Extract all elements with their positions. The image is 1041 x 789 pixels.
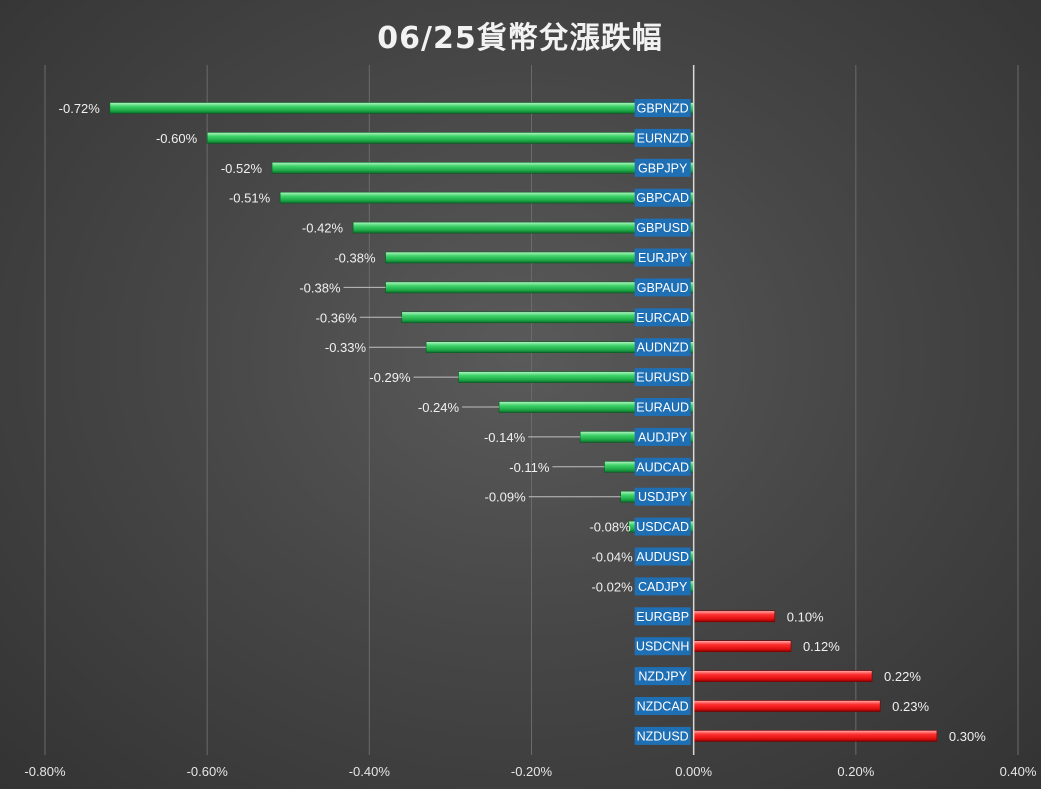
data-label: -0.51% [229,191,271,206]
data-label: -0.24% [418,400,460,415]
category-label: AUDCAD [636,460,689,474]
x-tick-label: -0.60% [187,764,229,779]
bar-eurnzd [206,132,694,144]
category-label-box [634,398,691,416]
category-label: EURAUD [636,401,689,415]
category-label-box [634,99,691,117]
x-axis: -0.80% -0.60% -0.40% -0.20% 0.00% 0.20% 0.40% [24,65,1037,779]
category-label: EURUSD [636,371,689,385]
bar-nzdcad [693,700,881,712]
labels: -0.72% -0.60% -0.52% -0.51% -0.42% -0.38% -0.3… [59,99,986,745]
category-label: GBPAUD [637,281,689,295]
bar-eurgbp [693,610,776,623]
category-label-box [634,427,691,446]
category-label-box [634,308,691,327]
x-tick-label: -0.40% [349,764,391,779]
category-label-box [634,607,691,626]
category-label: EURJPY [638,251,688,265]
bar-gbpnzd [109,102,694,114]
data-label: -0.08% [589,520,631,535]
category-label: GBPUSD [636,221,689,235]
chart-title: 06/25貨幣兌漲跌幅 [377,21,662,56]
data-label: -0.29% [369,370,411,385]
category-label-box [634,457,691,476]
category-label-box [634,128,691,147]
data-label: -0.09% [484,490,526,505]
data-label: -0.11% [509,460,550,475]
category-label-box [634,368,691,387]
gridlines [44,65,1019,755]
data-label: -0.38% [299,280,341,295]
bar-nzdusd [693,730,938,742]
data-label: -0.72% [59,101,101,116]
data-label: -0.04% [591,550,633,565]
x-tick-label: -0.80% [24,764,66,779]
data-label: -0.52% [221,161,263,176]
category-label: AUDUSD [636,550,689,564]
x-tick-label: 0.40% [1000,764,1037,779]
category-label-box [634,218,691,237]
category-label-box [634,188,691,207]
category-label: AUDNZD [637,341,689,355]
data-label: 0.12% [803,639,840,654]
category-label: EURGBP [636,610,689,624]
x-tick-label: 0.00% [675,764,712,779]
category-label-box [634,726,691,745]
category-label: GBPJPY [638,161,688,175]
category-label: NZDCAD [637,700,689,714]
category-label-box [634,547,691,566]
bar-nzdjpy [693,670,873,682]
category-label-box [634,667,691,686]
category-label-box [634,697,691,715]
category-label-box [634,158,691,177]
bar-gbpjpy [271,162,694,174]
data-label: 0.10% [787,609,824,624]
category-label: NZDUSD [637,729,689,743]
data-label: 0.22% [884,669,921,684]
category-label-box [634,248,691,267]
data-label: -0.36% [316,310,358,325]
category-label: GBPCAD [636,191,689,205]
category-label-box [634,517,691,536]
category-label: USDCAD [636,520,689,534]
data-label: -0.14% [484,430,526,445]
data-label: -0.60% [156,131,198,146]
bar-gbpcad [279,191,694,204]
data-label: -0.33% [325,340,367,355]
category-label-box [634,278,691,297]
data-label: -0.42% [302,221,344,236]
data-label: 0.23% [892,699,929,714]
category-label: EURNZD [637,131,689,145]
category-label-box [634,577,691,596]
category-label: GBPNZD [637,102,689,116]
category-label: USDCNH [636,640,689,654]
category-label: CADJPY [638,580,688,594]
bar-usdcnh [693,640,792,653]
data-label: 0.30% [949,729,986,744]
x-tick-label: 0.20% [837,764,874,779]
data-label: -0.38% [334,251,376,266]
category-label-box [634,637,691,656]
x-tick-label: -0.20% [511,764,553,779]
category-label-box [634,487,691,506]
category-label: AUDJPY [638,430,688,444]
category-label-box [634,338,691,357]
category-label: NZDJPY [638,670,687,684]
category-label: EURCAD [636,311,689,325]
data-label: -0.02% [591,579,633,594]
category-label: USDJPY [638,490,688,504]
